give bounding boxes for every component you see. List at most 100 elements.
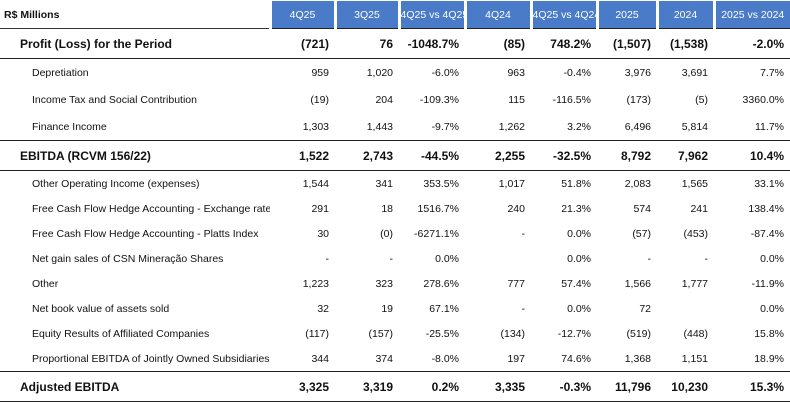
table-row: Depretiation 959 1,020 -6.0% 963 -0.4% 3,976 3,… bbox=[0, 59, 790, 87]
cell: 1516.7% bbox=[417, 202, 459, 215]
cell: 21.3% bbox=[561, 202, 591, 215]
cell: 0.0% bbox=[760, 302, 784, 315]
cell: 138.4% bbox=[748, 202, 784, 215]
table-row: Free Cash Flow Hedge Accounting - Platts… bbox=[0, 221, 790, 246]
cell: 3.2% bbox=[567, 120, 591, 133]
table-body: Profit (Loss) for the Period (721) 76 -1048… bbox=[0, 28, 790, 402]
cell: 10.4% bbox=[714, 140, 790, 171]
row-label: Income Tax and Social Contribution bbox=[32, 93, 197, 106]
cell: (1,538) bbox=[657, 28, 714, 59]
column-header: 4Q25 vs 4Q24 bbox=[529, 1, 597, 29]
cell: 74.6% bbox=[561, 352, 591, 365]
cell: 33.1% bbox=[754, 177, 784, 190]
cell: 3,335 bbox=[465, 371, 531, 402]
cell: 240 bbox=[507, 202, 525, 215]
column-header: 2025 bbox=[595, 1, 657, 29]
cell: 748.2% bbox=[531, 28, 597, 59]
row-label: Free Cash Flow Hedge Accounting - Platts… bbox=[32, 227, 259, 240]
cell: -12.7% bbox=[557, 327, 591, 340]
cell: - bbox=[389, 252, 394, 265]
cell: - bbox=[704, 252, 709, 265]
cell: -11.9% bbox=[751, 277, 785, 290]
cell: 3,319 bbox=[335, 371, 399, 402]
cell: -87.4% bbox=[750, 227, 784, 240]
cell: 1,565 bbox=[681, 177, 708, 190]
cell: 323 bbox=[375, 277, 393, 290]
cell: -8.0% bbox=[431, 352, 459, 365]
cell: 777 bbox=[507, 277, 525, 290]
table-row: Finance Income 1,303 1,443 -9.7% 1,262 3.2% 6,… bbox=[0, 113, 790, 141]
row-label: EBITDA (RCVM 156/22) bbox=[0, 140, 270, 171]
cell: 2,255 bbox=[465, 140, 531, 171]
cell: 3,691 bbox=[681, 66, 708, 79]
cell: 1,303 bbox=[302, 120, 329, 133]
cell: 72 bbox=[639, 302, 651, 315]
column-header: 2024 bbox=[655, 1, 714, 29]
cell: 32 bbox=[317, 302, 329, 315]
column-header: 4Q25 vs 4Q25 bbox=[397, 1, 465, 29]
cell: 341 bbox=[375, 177, 393, 190]
cell bbox=[465, 246, 531, 271]
cell: 353.5% bbox=[423, 177, 459, 190]
cell: (1,507) bbox=[597, 28, 657, 59]
column-header: 4Q24 bbox=[463, 1, 531, 29]
cell: 1,368 bbox=[624, 352, 651, 365]
cell: 30 bbox=[317, 227, 329, 240]
unit-label: R$ Millions bbox=[0, 1, 270, 29]
cell: -44.5% bbox=[399, 140, 465, 171]
cell: 2,083 bbox=[624, 177, 651, 190]
cell: (0) bbox=[380, 227, 393, 240]
cell: 0.0% bbox=[567, 227, 591, 240]
cell: 1,544 bbox=[302, 177, 329, 190]
cell: 574 bbox=[633, 202, 651, 215]
cell: -6271.1% bbox=[414, 227, 459, 240]
cell: -25.5% bbox=[425, 327, 459, 340]
cell: 5,814 bbox=[681, 120, 708, 133]
table-row: Equity Results of Affiliated Companies (1… bbox=[0, 321, 790, 346]
cell: -1048.7% bbox=[399, 28, 465, 59]
table-row: Net gain sales of CSN Mineração Shares - -… bbox=[0, 246, 790, 271]
cell: 204 bbox=[375, 93, 393, 106]
cell: (157) bbox=[368, 327, 393, 340]
cell: 963 bbox=[507, 66, 525, 79]
cell: 1,151 bbox=[681, 352, 708, 365]
cell: (134) bbox=[500, 327, 525, 340]
cell: 15.3% bbox=[714, 371, 790, 402]
cell: (453) bbox=[683, 227, 708, 240]
row-label: Depretiation bbox=[32, 66, 89, 79]
cell: -0.3% bbox=[531, 371, 597, 402]
cell: 959 bbox=[311, 66, 329, 79]
cell: 115 bbox=[508, 93, 525, 106]
row-label: Other bbox=[32, 277, 59, 290]
cell: 0.2% bbox=[399, 371, 465, 402]
cell: 1,443 bbox=[366, 120, 393, 133]
cell: 3360.0% bbox=[742, 93, 784, 106]
row-label: Profit (Loss) for the Period bbox=[0, 28, 270, 59]
cell: 11,796 bbox=[597, 371, 657, 402]
row-label: Proportional EBITDA of Jointly Owned Sub… bbox=[32, 352, 270, 365]
cell: (117) bbox=[305, 327, 329, 340]
cell: 18.9% bbox=[754, 352, 784, 365]
cell: - bbox=[325, 252, 330, 265]
cell: - bbox=[647, 252, 652, 265]
table-row: Proportional EBITDA of Jointly Owned Sub… bbox=[0, 346, 790, 372]
cell: (721) bbox=[270, 28, 335, 59]
cell: 0.0% bbox=[760, 252, 784, 265]
row-label: Equity Results of Affiliated Companies bbox=[32, 327, 210, 340]
cell: (19) bbox=[310, 93, 329, 106]
cell: 1,262 bbox=[498, 120, 525, 133]
row-label: Finance Income bbox=[32, 120, 107, 133]
cell: 1,223 bbox=[302, 277, 329, 290]
cell: (448) bbox=[683, 327, 708, 340]
cell: 0.0% bbox=[567, 252, 591, 265]
table-row: Other 1,223 323 278.6% 777 57.4% 1,566 1,777 -11… bbox=[0, 271, 790, 296]
cell: 0.0% bbox=[435, 252, 459, 265]
cell: 18 bbox=[381, 202, 393, 215]
table-row: Free Cash Flow Hedge Accounting - Exchan… bbox=[0, 196, 790, 221]
cell: 57.4% bbox=[561, 277, 591, 290]
cell: 7.7% bbox=[760, 66, 784, 79]
table-row: Profit (Loss) for the Period (721) 76 -1048… bbox=[0, 28, 790, 59]
cell: 197 bbox=[507, 352, 525, 365]
